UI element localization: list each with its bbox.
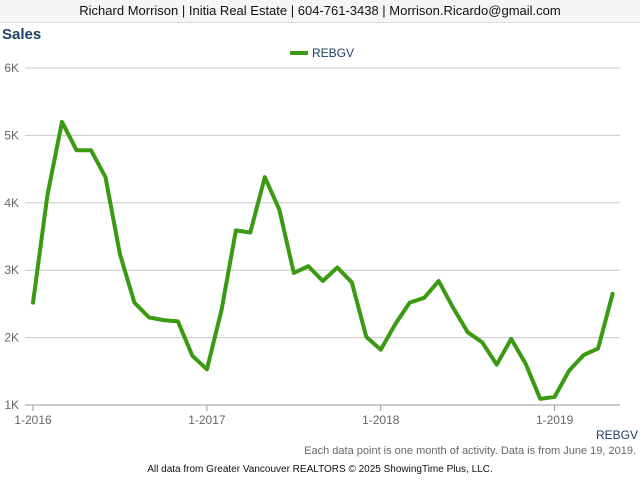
footer-credit: All data from Greater Vancouver REALTORS… xyxy=(147,464,493,475)
legend: REBGV xyxy=(290,46,354,60)
y-tick-label: 1K xyxy=(4,398,19,412)
y-tick-label: 2K xyxy=(4,331,19,345)
x-tick-label: 1-2017 xyxy=(188,413,226,427)
y-tick-label: 3K xyxy=(4,263,19,277)
series-line-rebgv xyxy=(31,119,615,401)
data-note: Each data point is one month of activity… xyxy=(304,445,636,457)
contact-header: Richard Morrison | Initia Real Estate | … xyxy=(0,0,640,23)
y-tick-label: 5K xyxy=(4,128,19,142)
series-layer xyxy=(31,119,615,401)
axis-layer: 1K 2K 3K 4K 5K 6K 1-2016 1-2017 1-2018 1-2019 REBG… xyxy=(4,61,638,442)
x-tick-label: 1-2018 xyxy=(362,413,400,427)
x-tick-label: 1-2019 xyxy=(536,413,574,427)
y-tick-label: 4K xyxy=(4,196,19,210)
y-tick-label: 6K xyxy=(4,61,19,75)
contact-text: Richard Morrison | Initia Real Estate | … xyxy=(79,3,561,18)
legend-label: REBGV xyxy=(312,46,354,60)
x-series-tag: REBGV xyxy=(596,428,638,442)
chart-title: Sales xyxy=(2,26,42,43)
x-tick-label: 1-2016 xyxy=(14,413,52,427)
grid-layer xyxy=(25,67,620,406)
